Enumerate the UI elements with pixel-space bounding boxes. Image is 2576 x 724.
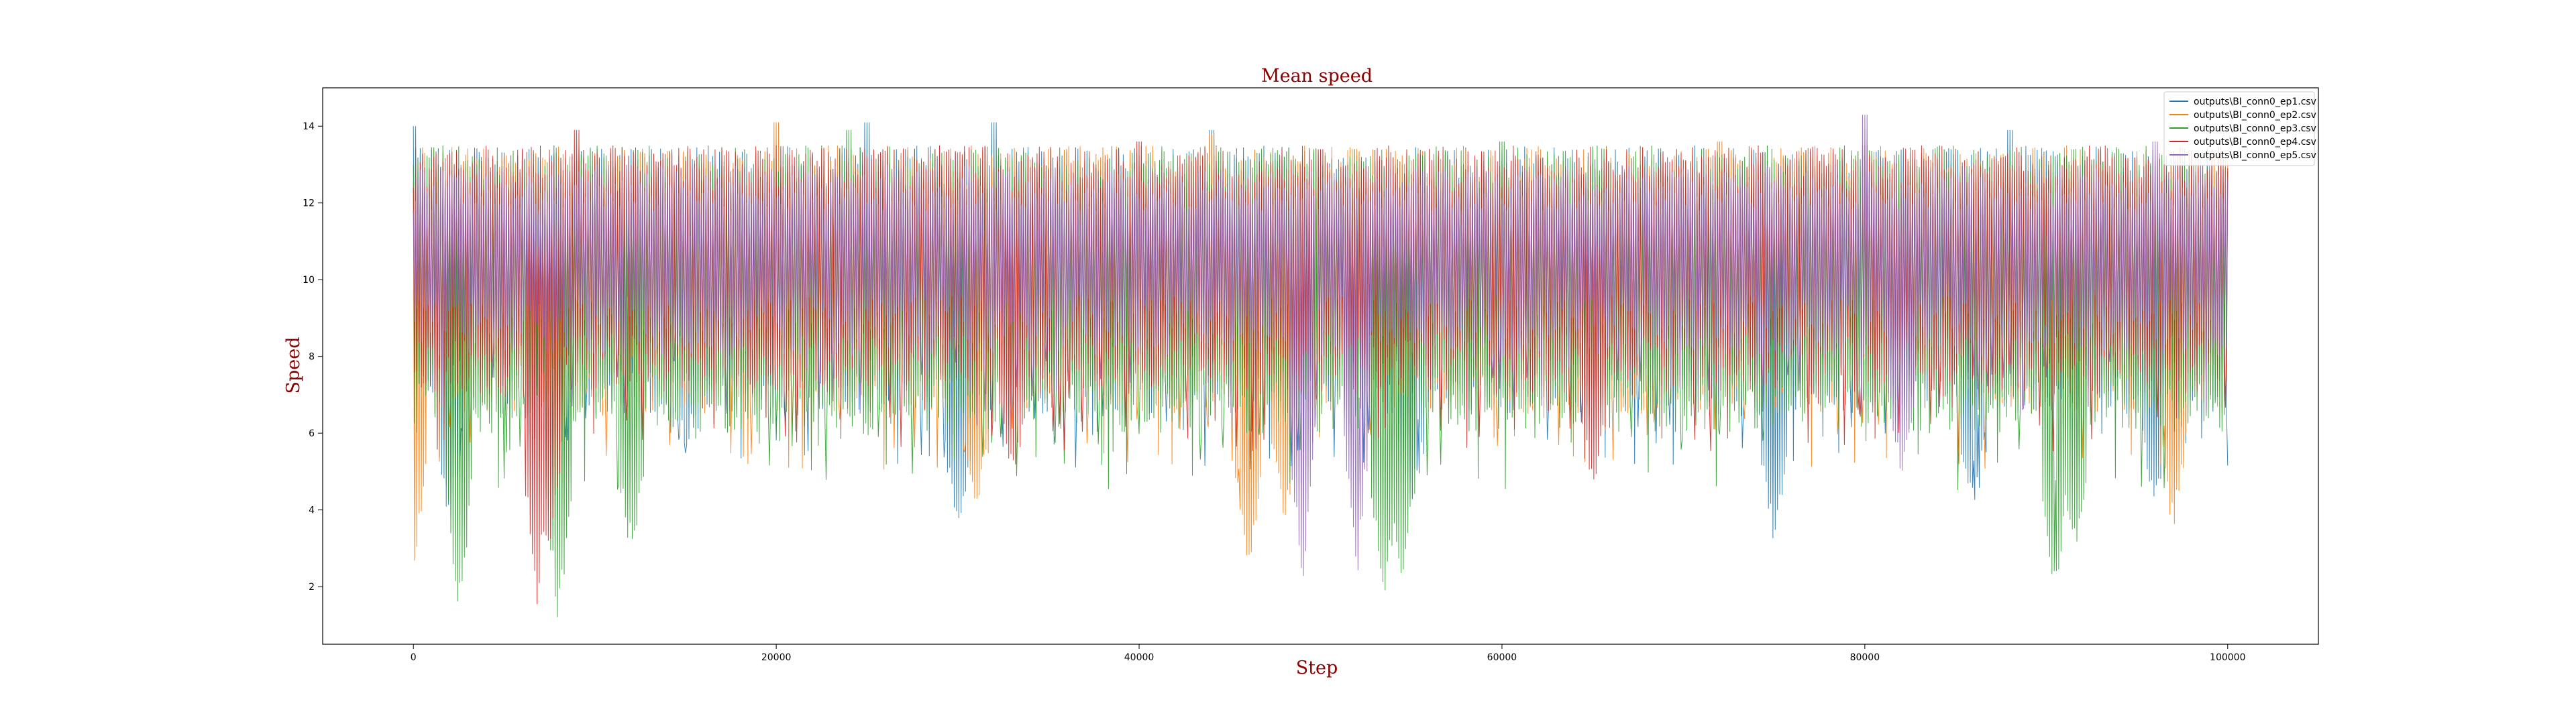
legend-box bbox=[2163, 91, 2315, 166]
legend: outputs\BI_conn0_ep1.csv outputs\BI_conn0… bbox=[2163, 91, 2316, 166]
x-tick-label: 80000 bbox=[1850, 652, 1880, 663]
y-tick-label: 4 bbox=[309, 505, 315, 516]
legend-label: outputs\BI_conn0_ep4.csv bbox=[2194, 137, 2316, 147]
y-tick-label: 6 bbox=[309, 428, 315, 439]
y-axis-ticks: 2 4 6 8 10 12 14 bbox=[303, 121, 323, 593]
y-tick-label: 2 bbox=[309, 582, 315, 593]
series-layer bbox=[413, 115, 2229, 617]
y-tick-label: 10 bbox=[303, 275, 315, 286]
y-tick-label: 8 bbox=[309, 352, 315, 363]
legend-label: outputs\BI_conn0_ep2.csv bbox=[2194, 110, 2316, 121]
y-tick-label: 14 bbox=[303, 121, 315, 132]
x-axis-ticks: 0 20000 40000 60000 80000 100000 bbox=[411, 644, 2245, 663]
chart-title: Mean speed bbox=[1261, 66, 1373, 86]
y-axis-label: Speed bbox=[283, 337, 304, 394]
x-axis-label: Step bbox=[1296, 658, 1338, 678]
x-tick-label: 60000 bbox=[1487, 652, 1517, 663]
x-tick-label: 100000 bbox=[2210, 652, 2245, 663]
x-tick-label: 40000 bbox=[1124, 652, 1155, 663]
legend-label: outputs\BI_conn0_ep1.csv bbox=[2194, 97, 2316, 107]
legend-label: outputs\BI_conn0_ep3.csv bbox=[2194, 123, 2316, 134]
x-tick-label: 0 bbox=[411, 652, 417, 663]
plot-frame bbox=[322, 87, 2319, 645]
series-line-ep5 bbox=[413, 115, 2229, 577]
y-tick-label: 12 bbox=[303, 198, 315, 209]
x-tick-label: 20000 bbox=[761, 652, 792, 663]
legend-label: outputs\BI_conn0_ep5.csv bbox=[2194, 150, 2316, 161]
